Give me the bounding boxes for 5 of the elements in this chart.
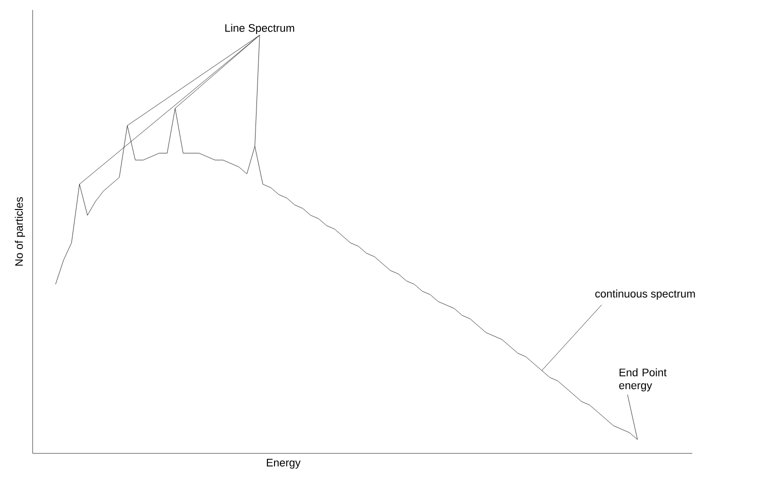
x-axis-title: Energy xyxy=(266,458,301,469)
annotation: continuous spectrum xyxy=(595,289,695,300)
text: Line Spectrum xyxy=(225,24,294,34)
annotation: End Point energy xyxy=(619,368,667,392)
y-axis-title: No of particles xyxy=(14,197,26,266)
